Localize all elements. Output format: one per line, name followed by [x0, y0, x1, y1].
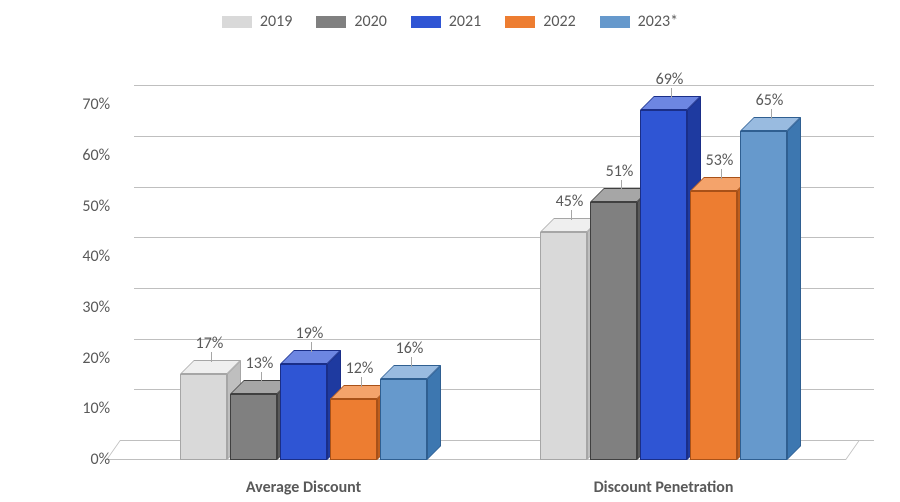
- y-tick-label: 60%: [60, 146, 110, 165]
- leader-line: [571, 210, 572, 220]
- bar-side: [787, 117, 801, 460]
- leader-line: [361, 377, 362, 387]
- plot-area: 17%13%19%12%16%45%51%69%53%65% Average D…: [120, 60, 860, 460]
- bar-front: [230, 394, 277, 460]
- category-label: Average Discount: [174, 478, 434, 497]
- bar-front: [180, 374, 227, 460]
- legend-label: 2019: [260, 12, 292, 31]
- bar: [380, 379, 427, 460]
- legend-item: 2023*: [600, 12, 678, 31]
- y-tick-label: 20%: [60, 349, 110, 368]
- bar: [640, 110, 687, 460]
- leader-line: [261, 372, 262, 382]
- y-tick-label: 40%: [60, 247, 110, 266]
- y-tick-label: 30%: [60, 298, 110, 317]
- y-tick-label: 0%: [60, 450, 110, 469]
- category-label: Discount Penetration: [534, 478, 794, 497]
- bar-side: [427, 365, 441, 460]
- leader-line: [671, 88, 672, 98]
- legend-item: 2019: [222, 12, 292, 31]
- bar: [280, 364, 327, 460]
- legend-swatch: [316, 16, 346, 28]
- legend-swatch: [222, 16, 252, 28]
- bar-front: [380, 379, 427, 460]
- bar: [180, 374, 227, 460]
- bar-value-label: 19%: [280, 324, 340, 343]
- bar-value-label: 17%: [180, 334, 240, 353]
- legend-label: 2020: [354, 12, 386, 31]
- y-tick-label: 70%: [60, 95, 110, 114]
- leader-line: [411, 357, 412, 367]
- bar: [230, 394, 277, 460]
- bar-front: [640, 110, 687, 460]
- bar: [330, 399, 377, 460]
- legend-swatch: [505, 16, 535, 28]
- bar-chart-3d: 20192020202120222023* 17%13%19%12%16%45%…: [0, 0, 900, 502]
- legend-label: 2022: [543, 12, 575, 31]
- bar-value-label: 16%: [380, 339, 440, 358]
- bar-value-label: 12%: [330, 359, 390, 378]
- legend-label: 2021: [449, 12, 481, 31]
- legend-swatch: [600, 16, 630, 28]
- leader-line: [721, 169, 722, 179]
- leader-line: [621, 180, 622, 190]
- bar-front: [690, 191, 737, 460]
- y-tick-label: 10%: [60, 399, 110, 418]
- legend-swatch: [411, 16, 441, 28]
- legend-item: 2021: [411, 12, 481, 31]
- grid-line: [134, 85, 874, 86]
- leader-line: [311, 342, 312, 352]
- bar: [540, 232, 587, 460]
- bar-front: [540, 232, 587, 460]
- bar: [690, 191, 737, 460]
- legend: 2019 2020 2021 2022 2023*: [0, 12, 900, 33]
- bar-value-label: 69%: [640, 70, 700, 89]
- y-tick-label: 50%: [60, 197, 110, 216]
- legend-item: 2020: [316, 12, 386, 31]
- bar-front: [590, 202, 637, 460]
- bar-front: [330, 399, 377, 460]
- bar: [590, 202, 637, 460]
- bar: [740, 131, 787, 460]
- bar-front: [740, 131, 787, 460]
- legend-label: 2023*: [638, 12, 678, 31]
- leader-line: [211, 352, 212, 362]
- bar-value-label: 65%: [740, 91, 800, 110]
- legend-item: 2022: [505, 12, 575, 31]
- leader-line: [771, 109, 772, 119]
- bar-front: [280, 364, 327, 460]
